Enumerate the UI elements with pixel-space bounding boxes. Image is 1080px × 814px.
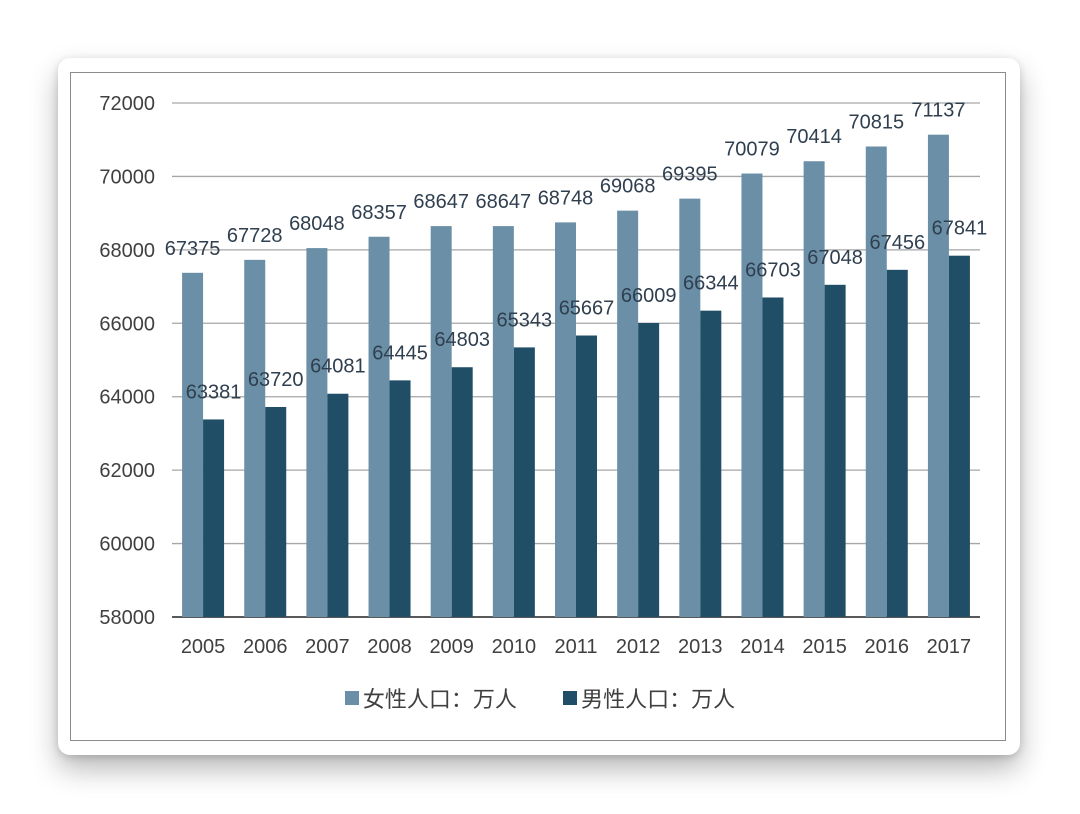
- data-label: 67375: [165, 238, 221, 260]
- bar-male-2012: [638, 322, 660, 617]
- data-labels: 67375 63381 67728 63720 68048 64081 68357 64445…: [165, 100, 987, 404]
- bar-female-2012: [617, 210, 639, 617]
- x-tick-label: 2008: [367, 636, 412, 658]
- data-label: 69068: [600, 176, 656, 198]
- x-tick-label: 2016: [865, 636, 910, 658]
- data-label: 68647: [476, 191, 532, 213]
- y-tick-label: 68000: [99, 240, 155, 262]
- y-axis-ticks: 58000 60000 62000 64000 66000 68000 70000 72000: [99, 93, 155, 629]
- bar-male-2013: [700, 310, 722, 617]
- y-tick-label: 58000: [99, 607, 155, 629]
- legend-label-female: 女性人口：万人: [362, 687, 517, 712]
- bar-female-2015: [803, 161, 825, 617]
- data-label: 67048: [807, 247, 863, 269]
- bar-male-2016: [886, 269, 908, 617]
- bar-female-2011: [555, 222, 576, 618]
- bar-male-2008: [389, 380, 411, 617]
- data-label: 71137: [911, 100, 965, 122]
- bar-male-2009: [451, 367, 473, 617]
- bars: [182, 134, 970, 618]
- data-label: 64081: [310, 356, 366, 378]
- x-tick-label: 2009: [429, 636, 474, 658]
- y-tick-label: 70000: [99, 166, 155, 188]
- bar-female-2017: [927, 134, 949, 617]
- x-tick-label: 2011: [554, 636, 597, 658]
- bar-male-2017: [948, 255, 970, 618]
- chart-frame: [70, 72, 1006, 741]
- x-tick-label: 2015: [802, 636, 847, 658]
- x-tick-label: 2007: [305, 636, 350, 658]
- data-label: 68647: [413, 191, 469, 213]
- bar-female-2007: [306, 248, 328, 618]
- x-tick-label: 2010: [492, 636, 537, 658]
- data-label: 70079: [724, 139, 780, 161]
- bar-female-2008: [368, 236, 390, 618]
- x-tick-label: 2006: [243, 636, 288, 658]
- legend-label-male: 男性人口：万人: [581, 687, 736, 712]
- legend-swatch-male: [563, 691, 578, 705]
- x-tick-label: 2013: [678, 636, 723, 658]
- data-label: 64803: [434, 329, 490, 351]
- data-label: 66344: [683, 273, 739, 295]
- data-label: 63381: [186, 381, 242, 403]
- bar-female-2010: [492, 226, 514, 617]
- legend: 女性人口：万人 男性人口：万人: [0, 682, 1080, 714]
- bar-female-2006: [244, 259, 266, 617]
- bar-male-2015: [824, 284, 846, 617]
- bar-female-2016: [865, 146, 887, 618]
- bar-female-2005: [182, 272, 204, 617]
- data-label: 68357: [351, 202, 407, 224]
- data-label: 63720: [248, 369, 304, 391]
- data-label: 67728: [227, 225, 283, 247]
- data-label: 67841: [932, 218, 988, 240]
- chart-card: [58, 58, 1020, 755]
- data-label: 65667: [559, 298, 615, 320]
- bar-male-2010: [513, 347, 535, 617]
- data-label: 70414: [786, 126, 842, 148]
- y-tick-label: 60000: [99, 534, 155, 556]
- data-label: 66009: [621, 285, 677, 307]
- data-label: 67456: [869, 232, 925, 254]
- data-label: 68048: [289, 213, 345, 235]
- data-label: 69395: [662, 164, 718, 186]
- bar-male-2007: [327, 393, 349, 617]
- bar-male-2011: [576, 335, 597, 617]
- legend-item-male[interactable]: 男性人口：万人: [563, 682, 735, 714]
- data-label: 66703: [745, 259, 801, 281]
- y-tick-label: 66000: [99, 313, 155, 335]
- bar-male-2006: [265, 406, 287, 617]
- y-tick-label: 72000: [99, 93, 155, 115]
- bar-female-2014: [741, 173, 763, 617]
- legend-item-female[interactable]: 女性人口：万人: [344, 682, 517, 714]
- bar-male-2005: [203, 419, 225, 617]
- y-tick-label: 64000: [99, 387, 155, 409]
- bar-female-2009: [430, 226, 452, 617]
- x-tick-label: 2017: [927, 636, 972, 658]
- data-label: 70815: [848, 112, 904, 134]
- x-tick-label: 2005: [181, 636, 226, 658]
- data-label: 64445: [372, 342, 428, 364]
- data-label: 65343: [497, 309, 553, 331]
- x-axis-ticks: 2005 2006 2007 2008 2009 2010 2011 2012 2013 2014…: [181, 636, 971, 658]
- bar-female-2013: [679, 198, 701, 617]
- data-label: 68748: [538, 187, 594, 209]
- x-tick-label: 2012: [616, 636, 661, 658]
- legend-swatch-female: [344, 691, 359, 705]
- y-tick-label: 62000: [99, 460, 155, 482]
- bar-male-2014: [762, 297, 784, 617]
- x-tick-label: 2014: [740, 636, 785, 658]
